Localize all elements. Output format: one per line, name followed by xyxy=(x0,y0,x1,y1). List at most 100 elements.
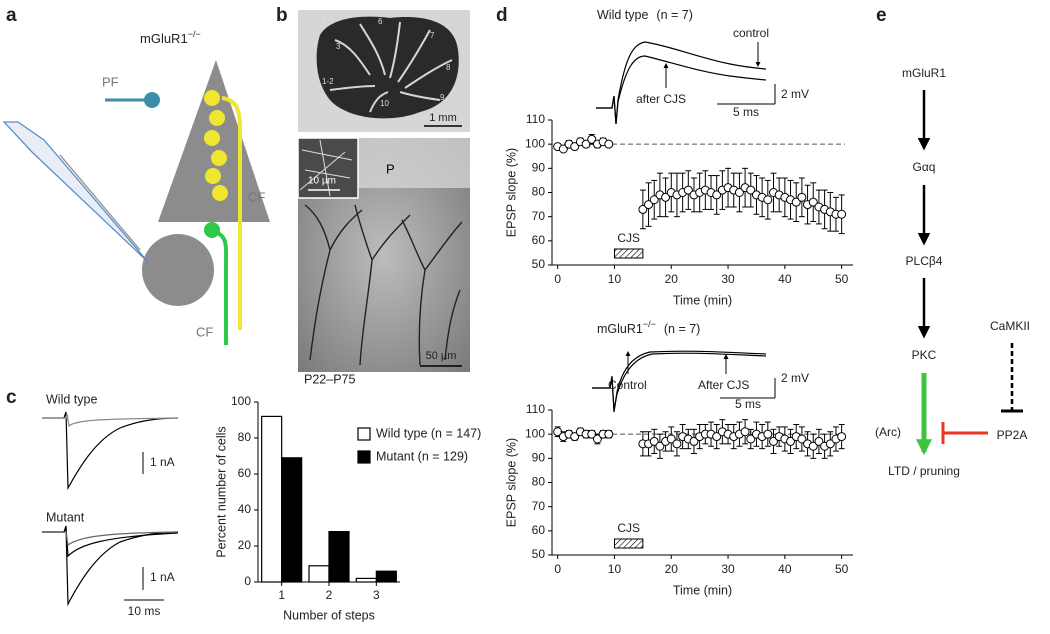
trace xyxy=(42,525,179,607)
y-tick-label: 0 xyxy=(244,574,251,588)
trace-annotation: after CJS xyxy=(636,92,686,106)
legend-label: Mutant (n = 129) xyxy=(376,449,468,463)
x-tick-label: 40 xyxy=(778,562,792,576)
x-tick-label: 50 xyxy=(835,272,849,286)
data-point xyxy=(763,429,773,439)
data-point xyxy=(712,432,722,442)
data-point xyxy=(797,192,807,202)
data-point xyxy=(672,439,682,449)
legend-swatch xyxy=(357,427,371,441)
x-tick-label: 0 xyxy=(554,272,561,286)
y-tick-label: 80 xyxy=(238,430,252,444)
trace-label: Wild type (n = 7) xyxy=(597,8,693,22)
panel-c-traces: Wild type 1 nA Mutant 1 nA 10 ms xyxy=(42,392,179,618)
y-tick-label: 60 xyxy=(238,466,252,480)
stimulus-label: CJS xyxy=(617,231,640,245)
y-axis-label: EPSP slope (%) xyxy=(504,148,518,237)
scale-label: 5 ms xyxy=(735,397,761,411)
trace-label: Mutant xyxy=(46,510,85,524)
scale-label: 5 ms xyxy=(733,105,759,119)
lobule-label: 4-5 xyxy=(322,17,334,26)
cf-terminal-green xyxy=(204,222,220,238)
x-tick-label: 10 xyxy=(608,272,622,286)
trace-label: mGluR1−/− (n = 7) xyxy=(597,319,700,336)
bar xyxy=(355,577,377,583)
scale-label: 10 ms xyxy=(128,604,161,618)
lobule-label: 7 xyxy=(430,31,435,40)
pathway-node: PKC xyxy=(912,348,937,362)
data-point xyxy=(763,195,773,205)
scale-label: 2 mV xyxy=(781,371,809,385)
x-tick-label: 20 xyxy=(665,272,679,286)
data-point xyxy=(797,434,807,444)
legend-label: Wild type (n = 147) xyxy=(376,426,481,440)
pathway-node: Gαq xyxy=(913,160,936,174)
panel-label: a xyxy=(6,5,17,26)
data-point xyxy=(786,436,796,446)
y-axis-label: EPSP slope (%) xyxy=(504,438,518,527)
data-point xyxy=(649,195,659,205)
pathway-node: mGluR1 xyxy=(902,66,946,80)
data-point xyxy=(837,432,847,442)
data-point xyxy=(649,436,659,446)
x-axis-label: Time (min) xyxy=(673,293,732,307)
bar xyxy=(308,565,330,583)
panel-labels: a b c d e xyxy=(6,5,887,408)
pathway-node: LTD / pruning xyxy=(888,464,960,478)
scale-label: 10 µm xyxy=(308,176,336,187)
lobule-label: 9 xyxy=(440,93,445,102)
panel-e-pathway: mGluR1 Gαq PLCβ4 PKC (Arc) LTD / pruning… xyxy=(875,66,1030,478)
data-point xyxy=(683,185,693,195)
y-tick-label: 90 xyxy=(532,451,546,465)
trace-annotation: control xyxy=(733,26,769,40)
lobule-label: 8 xyxy=(446,63,451,72)
x-tick-label: 30 xyxy=(721,562,735,576)
cf-fiber-green xyxy=(214,230,229,345)
stimulus-label: CJS xyxy=(617,521,640,535)
layer-label: P xyxy=(386,161,395,176)
purkinje-soma xyxy=(142,234,214,306)
folia xyxy=(329,21,453,113)
pathway-node: CaMKII xyxy=(990,319,1030,333)
bar xyxy=(375,570,397,583)
lobule-label: 10 xyxy=(380,99,389,108)
x-tick-label: 30 xyxy=(721,272,735,286)
data-point xyxy=(837,209,847,219)
x-tick-label: 3 xyxy=(373,588,380,602)
data-point xyxy=(768,436,778,446)
x-tick-label: 50 xyxy=(835,562,849,576)
x-axis-label: Time (min) xyxy=(673,583,732,597)
y-tick-label: 40 xyxy=(238,502,252,516)
chart-title: P22–P75 xyxy=(304,372,355,386)
scale-label: 1 mm xyxy=(429,112,457,124)
data-point xyxy=(746,185,756,195)
data-point xyxy=(746,434,756,444)
pathway-node: (Arc) xyxy=(875,425,901,439)
inset-texture xyxy=(299,139,353,197)
bar xyxy=(281,457,303,583)
y-tick-label: 70 xyxy=(532,209,546,223)
y-tick-label: 100 xyxy=(231,394,251,408)
genotype-label: mGluR1−/− xyxy=(140,29,201,46)
data-point xyxy=(570,142,580,152)
bar xyxy=(328,530,350,583)
data-point xyxy=(808,197,818,207)
y-tick-label: 80 xyxy=(532,185,546,199)
y-tick-label: 60 xyxy=(532,233,546,247)
x-tick-label: 2 xyxy=(326,588,333,602)
pf-terminal xyxy=(144,92,160,108)
data-point xyxy=(655,441,665,451)
y-tick-label: 50 xyxy=(532,257,546,271)
cf-terminals xyxy=(204,90,228,201)
data-point xyxy=(712,190,722,200)
data-point xyxy=(638,204,648,214)
panel-label: d xyxy=(496,5,508,26)
panel-label: b xyxy=(276,5,288,26)
trace xyxy=(596,55,767,125)
data-point xyxy=(666,434,676,444)
bar xyxy=(261,415,283,583)
trace xyxy=(592,350,767,413)
data-point xyxy=(825,439,835,449)
data-point xyxy=(740,427,750,437)
trace xyxy=(42,531,179,547)
